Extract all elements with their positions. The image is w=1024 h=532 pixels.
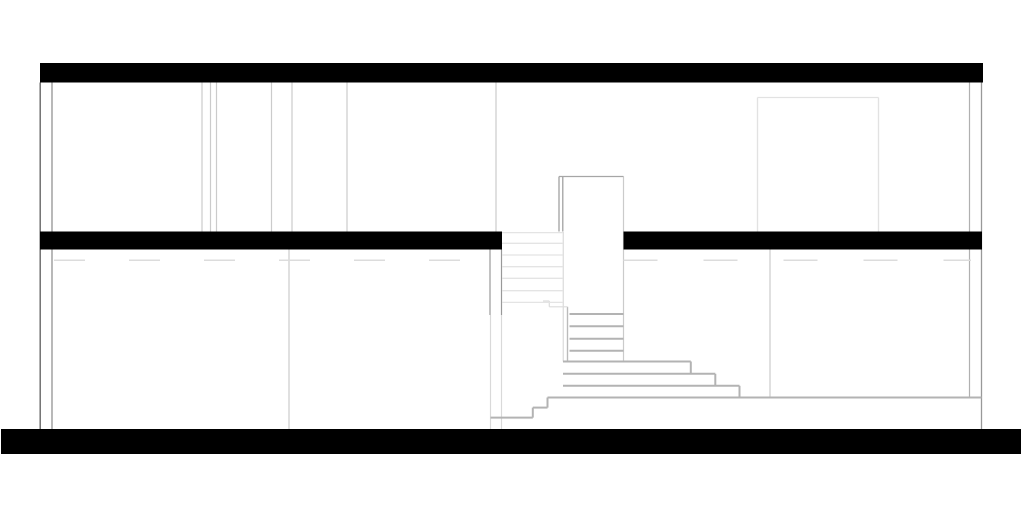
upper-floor-slab-right [623,231,982,250]
roof-slab [40,63,983,83]
ground-slab [1,429,1021,454]
upper-floor-slab-left [40,231,502,250]
